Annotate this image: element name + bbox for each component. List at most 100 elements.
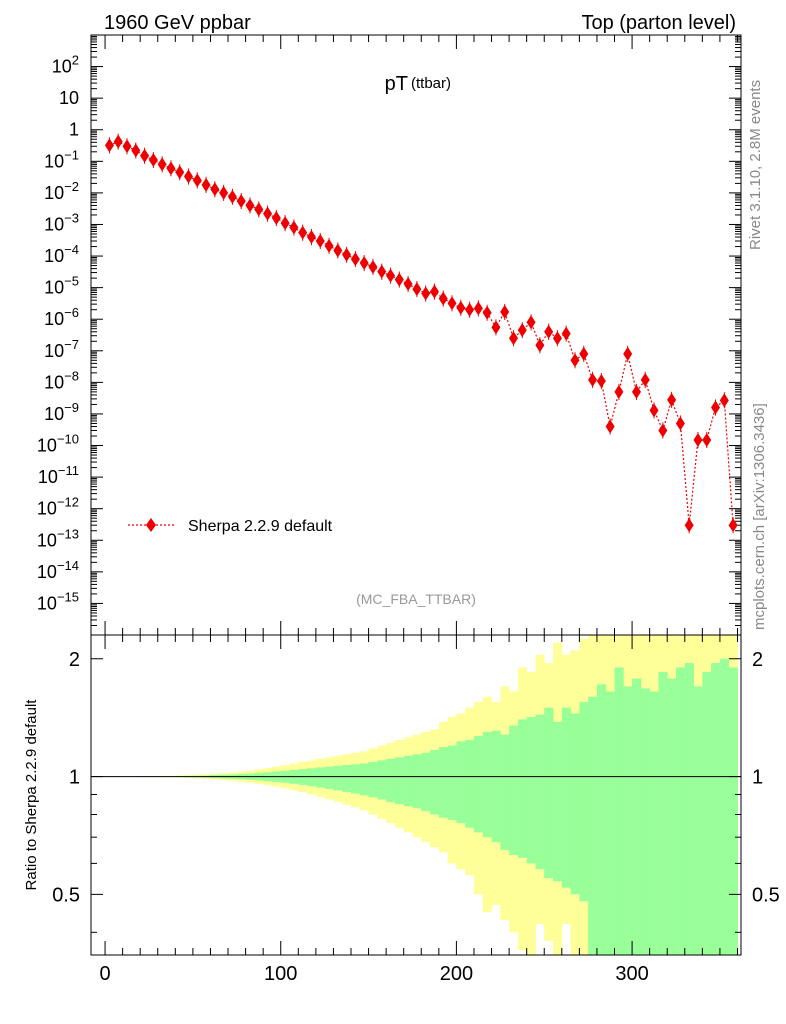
inner-band-bin	[526, 716, 536, 864]
y-tick-label: 10−14	[37, 558, 79, 582]
ratio-plot-frame	[90, 634, 742, 956]
y-tick-label: 10−10	[37, 432, 79, 456]
inner-band-bin	[676, 667, 686, 955]
inner-band-bin	[359, 763, 369, 796]
inner-band-bin	[500, 734, 510, 850]
ratio-y-tick-label-right: 1	[752, 767, 763, 789]
inner-band-bin	[456, 741, 466, 824]
data-point	[175, 165, 185, 180]
inner-band-bin	[351, 764, 361, 794]
inner-band-bin	[640, 688, 651, 955]
data-point	[570, 353, 580, 368]
data-point	[192, 173, 202, 188]
data-point	[333, 243, 343, 258]
legend-marker	[146, 518, 156, 532]
data-point	[104, 138, 114, 153]
inner-band-bin	[307, 768, 317, 787]
inner-band-bin	[403, 755, 413, 807]
data-point	[500, 304, 510, 319]
y-tick-label: 10	[59, 88, 79, 108]
data-point	[166, 161, 176, 176]
data-point	[438, 291, 448, 306]
main-plot: 102 10 1 10−1 10−2 10−3 10−4 10−5 10−6 10−7 10−8 10…	[37, 34, 742, 636]
inner-band-bin	[658, 672, 668, 955]
inner-band-bin	[394, 757, 405, 805]
inner-band-bin	[517, 719, 528, 858]
y-tick-label: 10−8	[44, 368, 79, 392]
data-point	[386, 268, 396, 283]
inner-band-bin	[702, 672, 712, 955]
y-tick-label: 10−12	[37, 495, 79, 519]
inner-band-bin	[667, 678, 677, 955]
data-point	[122, 139, 132, 154]
ratio-y-tick-label: 2	[69, 649, 80, 671]
data-point	[315, 233, 325, 248]
y-tick-label: 10−15	[37, 589, 79, 613]
data-point	[552, 331, 562, 346]
main-plot-frame	[90, 34, 742, 636]
inner-band-bin	[430, 749, 440, 815]
y-tick-label: 10−5	[44, 274, 79, 298]
data-point	[201, 177, 211, 192]
inner-band-bin	[421, 752, 431, 812]
inner-band-bin	[588, 696, 598, 955]
data-point	[658, 423, 668, 438]
data-point	[693, 432, 703, 447]
x-tick-label: 300	[615, 963, 648, 985]
data-point	[368, 260, 378, 275]
inner-band-bin	[649, 691, 659, 955]
series-markers	[104, 133, 738, 534]
header-right: Top (parton level)	[581, 12, 736, 34]
ratio-y-tick-label: 1	[69, 767, 80, 789]
data-point	[184, 169, 193, 184]
data-point	[350, 252, 360, 267]
ratio-y-tick-label: 0.5	[52, 884, 80, 906]
data-point	[465, 302, 475, 317]
analysis-label: (MC_FBA_TTBAR)	[356, 591, 476, 607]
data-point	[219, 185, 229, 200]
ratio-ticks: 0.5 0.5 1 1 2 2 0 100 200 300	[52, 635, 780, 985]
data-point	[324, 238, 334, 253]
inner-band-bin	[465, 740, 475, 828]
legend: Sherpa 2.2.9 default	[128, 518, 333, 535]
inner-band-bin	[544, 707, 554, 879]
y-tick-label: 102	[52, 53, 79, 77]
data-point	[702, 432, 712, 447]
inner-band-bin	[368, 761, 378, 798]
data-point	[429, 284, 439, 299]
data-point	[298, 225, 308, 240]
inner-band-bin	[570, 713, 580, 895]
rivet-info: Rivet 3.1.10, 2.8M events	[747, 80, 764, 250]
inner-band-bin	[553, 721, 563, 882]
inner-band-bin	[473, 735, 484, 833]
inner-band-bin	[509, 725, 519, 856]
data-point	[289, 220, 299, 235]
y-tick-label: 10−13	[37, 526, 79, 550]
data-point	[561, 326, 571, 341]
y-tick-label: 10−2	[44, 179, 79, 203]
inner-band-bin	[491, 730, 501, 843]
data-point	[113, 134, 123, 149]
data-point	[728, 518, 738, 533]
x-tick-label: 100	[264, 963, 297, 985]
y-tick-label: 10−4	[44, 242, 79, 266]
data-point	[684, 518, 694, 533]
data-point	[711, 400, 721, 415]
main-x-ticks	[104, 35, 738, 635]
inner-band-bin	[438, 747, 449, 818]
inner-band-bin	[623, 686, 633, 955]
inner-band-bin	[728, 667, 738, 955]
data-point	[245, 198, 255, 213]
data-point	[359, 256, 369, 271]
data-point	[148, 153, 158, 168]
inner-band-bin	[632, 678, 642, 955]
data-point	[447, 296, 457, 311]
ratio-y-tick-label-right: 0.5	[752, 884, 780, 906]
inner-band-bin	[711, 663, 721, 955]
inner-band-bin	[386, 758, 396, 803]
data-point	[412, 282, 422, 297]
data-point	[403, 277, 413, 292]
data-point	[588, 372, 598, 387]
inner-band-bin	[324, 766, 334, 789]
